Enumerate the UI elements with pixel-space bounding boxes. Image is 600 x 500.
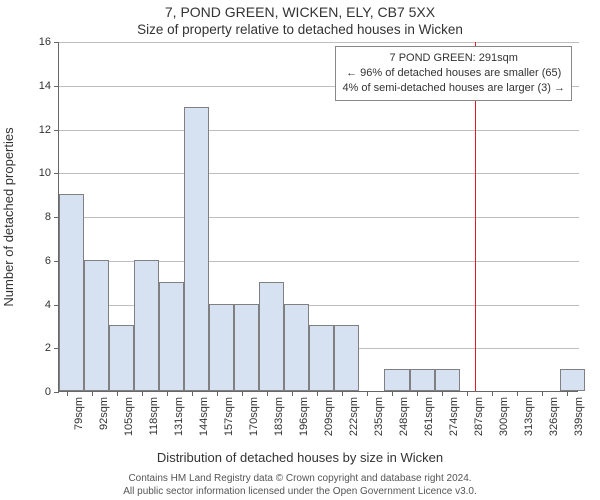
x-tick-label: 235sqm <box>371 397 385 436</box>
histogram-bar <box>209 304 234 392</box>
y-tick-label: 0 <box>45 386 59 398</box>
y-tick-label: 10 <box>39 167 59 179</box>
x-tick-mark <box>142 391 143 396</box>
histogram-bar <box>134 260 159 391</box>
x-axis-label: Distribution of detached houses by size … <box>0 450 600 465</box>
x-tick-mark <box>267 391 268 396</box>
x-tick-mark <box>117 391 118 396</box>
y-axis-label: Number of detached properties <box>1 127 16 306</box>
footer-line-2: All public sector information licensed u… <box>0 485 600 498</box>
x-tick-label: 131sqm <box>171 397 185 436</box>
x-tick-mark <box>492 391 493 396</box>
x-tick-label: 222sqm <box>346 397 360 436</box>
y-tick-label: 16 <box>39 36 59 48</box>
y-tick-label: 2 <box>45 342 59 354</box>
histogram-bar <box>309 325 334 391</box>
y-tick-label: 4 <box>45 299 59 311</box>
x-tick-label: 313sqm <box>521 397 535 436</box>
histogram-bar <box>560 369 585 391</box>
x-tick-mark <box>442 391 443 396</box>
histogram-bar <box>410 369 435 391</box>
x-tick-mark <box>217 391 218 396</box>
x-tick-mark <box>517 391 518 396</box>
histogram-bar <box>59 194 84 391</box>
x-tick-mark <box>67 391 68 396</box>
x-tick-label: 248sqm <box>396 397 410 436</box>
histogram-bar <box>84 260 109 391</box>
x-tick-label: 105sqm <box>121 397 135 436</box>
histogram-bar <box>284 304 309 392</box>
annotation-line: 7 POND GREEN: 291sqm <box>342 51 565 66</box>
x-tick-label: 144sqm <box>196 397 210 436</box>
x-tick-label: 183sqm <box>271 397 285 436</box>
x-tick-label: 274sqm <box>446 397 460 436</box>
histogram-bar <box>384 369 409 391</box>
histogram-bar <box>184 107 209 391</box>
y-tick-label: 14 <box>39 80 59 92</box>
x-tick-label: 287sqm <box>471 397 485 436</box>
x-tick-mark <box>317 391 318 396</box>
x-tick-label: 170sqm <box>246 397 260 436</box>
x-tick-label: 196sqm <box>296 397 310 436</box>
plot-area: 024681012141679sqm92sqm105sqm118sqm131sq… <box>58 42 578 392</box>
histogram-bar <box>109 325 134 391</box>
annotation-line: 4% of semi-detached houses are larger (3… <box>342 81 565 96</box>
x-tick-mark <box>417 391 418 396</box>
x-tick-mark <box>192 391 193 396</box>
x-tick-mark <box>342 391 343 396</box>
histogram-bar <box>159 282 184 391</box>
chart-title: 7, POND GREEN, WICKEN, ELY, CB7 5XX <box>0 4 600 20</box>
y-tick-label: 6 <box>45 255 59 267</box>
histogram-bar <box>259 282 284 391</box>
x-tick-label: 92sqm <box>96 397 110 430</box>
gridline <box>59 130 579 131</box>
annotation-box: 7 POND GREEN: 291sqm← 96% of detached ho… <box>335 46 572 101</box>
gridline <box>59 173 579 174</box>
x-tick-mark <box>467 391 468 396</box>
gridline <box>59 42 579 43</box>
x-tick-mark <box>292 391 293 396</box>
x-tick-label: 326sqm <box>546 397 560 436</box>
figure-root: 7, POND GREEN, WICKEN, ELY, CB7 5XX Size… <box>0 0 600 500</box>
histogram-bar <box>234 304 259 392</box>
x-tick-label: 209sqm <box>321 397 335 436</box>
chart-subtitle: Size of property relative to detached ho… <box>0 22 600 37</box>
x-tick-mark <box>242 391 243 396</box>
license-footer: Contains HM Land Registry data © Crown c… <box>0 472 600 498</box>
x-tick-mark <box>92 391 93 396</box>
x-tick-mark <box>392 391 393 396</box>
x-tick-mark <box>567 391 568 396</box>
y-tick-label: 12 <box>39 124 59 136</box>
x-tick-label: 79sqm <box>71 397 85 430</box>
histogram-bar <box>435 369 460 391</box>
x-tick-label: 118sqm <box>146 397 160 435</box>
annotation-line: ← 96% of detached houses are smaller (65… <box>342 66 565 81</box>
x-tick-mark <box>542 391 543 396</box>
x-tick-label: 157sqm <box>221 397 235 436</box>
footer-line-1: Contains HM Land Registry data © Crown c… <box>0 472 600 485</box>
x-tick-label: 339sqm <box>571 397 585 436</box>
x-tick-label: 261sqm <box>421 397 435 436</box>
gridline <box>59 217 579 218</box>
histogram-bar <box>334 325 359 391</box>
x-tick-mark <box>167 391 168 396</box>
y-tick-label: 8 <box>45 211 59 223</box>
x-tick-mark <box>367 391 368 396</box>
x-tick-label: 300sqm <box>496 397 510 436</box>
